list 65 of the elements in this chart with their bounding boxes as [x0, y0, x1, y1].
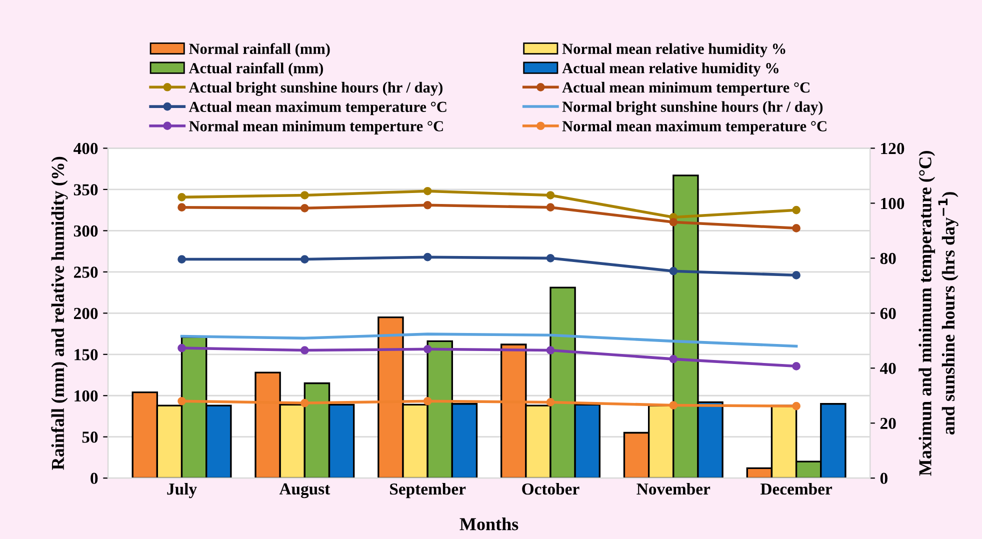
point — [178, 192, 186, 202]
x-tick-label: August — [279, 483, 330, 498]
legend-label: Normal bright sunshine hours (hr / day) — [562, 101, 823, 116]
point — [669, 354, 678, 364]
y2-tick-label: 120 — [881, 142, 904, 154]
point — [423, 396, 432, 406]
point — [423, 345, 432, 354]
y-tick-label: 300 — [74, 225, 98, 237]
point — [792, 271, 800, 280]
y-axis-title: Rainfall (mm) and relative humidity (%) — [51, 156, 68, 470]
line-series — [180, 332, 798, 348]
point — [792, 206, 800, 214]
legend-label: Actual mean relative humidity % — [562, 62, 778, 76]
y-tick-label: 150 — [74, 349, 98, 360]
y-tick-label: 400 — [74, 142, 98, 154]
legend-label: Actual mean minimum temperture °C — [562, 82, 810, 96]
point — [300, 398, 309, 408]
legend-label: Normal mean relative humidity % — [562, 43, 786, 58]
legend-label: Actual mean maximum temperature °C — [188, 101, 446, 116]
point — [546, 254, 555, 262]
point — [423, 252, 432, 262]
point — [669, 218, 678, 226]
point — [546, 346, 555, 354]
y2-tick-label: 100 — [881, 198, 904, 210]
legend-label: Actual rainfall (mm) — [188, 62, 323, 76]
point — [546, 191, 555, 200]
legend-label: Actual bright sunshine hours (hr / day) — [188, 82, 442, 96]
point — [792, 402, 800, 410]
legend-label: Normal mean maximum temperature °C — [562, 120, 826, 134]
y-tick-label: 250 — [74, 266, 98, 278]
y2-tick-label: 80 — [880, 252, 896, 264]
point — [300, 346, 309, 354]
point — [792, 224, 800, 232]
point — [423, 186, 432, 196]
x-tick-label: November — [636, 482, 710, 495]
y2-tick-label: 40 — [880, 362, 896, 374]
point — [669, 401, 678, 410]
point — [178, 344, 186, 352]
y-tick-label: 200 — [74, 308, 98, 320]
point — [300, 255, 309, 264]
y-tick-label: 50 — [82, 432, 98, 443]
y-tick-label: 350 — [74, 184, 98, 196]
y2-tick-label: 0 — [880, 472, 888, 484]
point — [669, 266, 678, 276]
y-tick-label: 0 — [90, 472, 98, 484]
x-tick-label: October — [522, 482, 580, 495]
legend-label: Normal mean minimum temperture °C — [189, 120, 443, 134]
x-tick-label: December — [760, 482, 832, 495]
x-tick-label: July — [167, 482, 197, 498]
point — [300, 204, 309, 212]
point — [792, 362, 800, 370]
legend-label: Normal rainfall (mm) — [189, 43, 330, 58]
point — [546, 398, 555, 406]
y2-axis-title: Maximun and minimum temperature (°C) and sunshine hours (hrs day$^{−1}$) — [918, 151, 958, 476]
x-tick-label: September — [390, 482, 466, 498]
y2-tick-label: 20 — [880, 418, 896, 430]
point — [546, 203, 555, 212]
point — [178, 255, 186, 264]
x-axis-title: Months — [460, 518, 518, 530]
point — [423, 200, 432, 210]
point — [300, 191, 309, 200]
y-tick-label: 100 — [74, 390, 98, 402]
point — [178, 396, 186, 406]
y2-tick-label: 60 — [880, 308, 896, 320]
point — [178, 203, 186, 212]
